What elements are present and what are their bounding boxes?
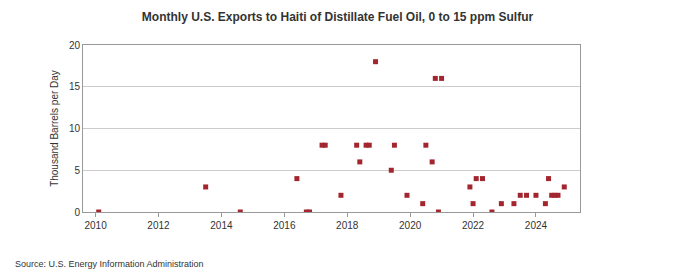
svg-text:20: 20 xyxy=(69,40,81,51)
svg-text:5: 5 xyxy=(74,165,80,176)
svg-text:2020: 2020 xyxy=(399,220,422,231)
svg-text:2016: 2016 xyxy=(273,220,296,231)
svg-text:2018: 2018 xyxy=(336,220,359,231)
svg-text:10: 10 xyxy=(69,123,81,134)
svg-text:2024: 2024 xyxy=(525,220,548,231)
svg-text:Source: U.S. Energy Informatio: Source: U.S. Energy Information Administ… xyxy=(15,259,204,269)
svg-text:2014: 2014 xyxy=(210,220,233,231)
svg-text:2010: 2010 xyxy=(84,220,107,231)
svg-text:Monthly U.S. Exports to Haiti: Monthly U.S. Exports to Haiti of Distill… xyxy=(142,10,534,24)
svg-text:Thousand Barrels per Day: Thousand Barrels per Day xyxy=(49,70,60,187)
svg-text:2012: 2012 xyxy=(147,220,170,231)
svg-text:0: 0 xyxy=(74,207,80,218)
svg-text:15: 15 xyxy=(69,81,81,92)
svg-text:2022: 2022 xyxy=(462,220,485,231)
